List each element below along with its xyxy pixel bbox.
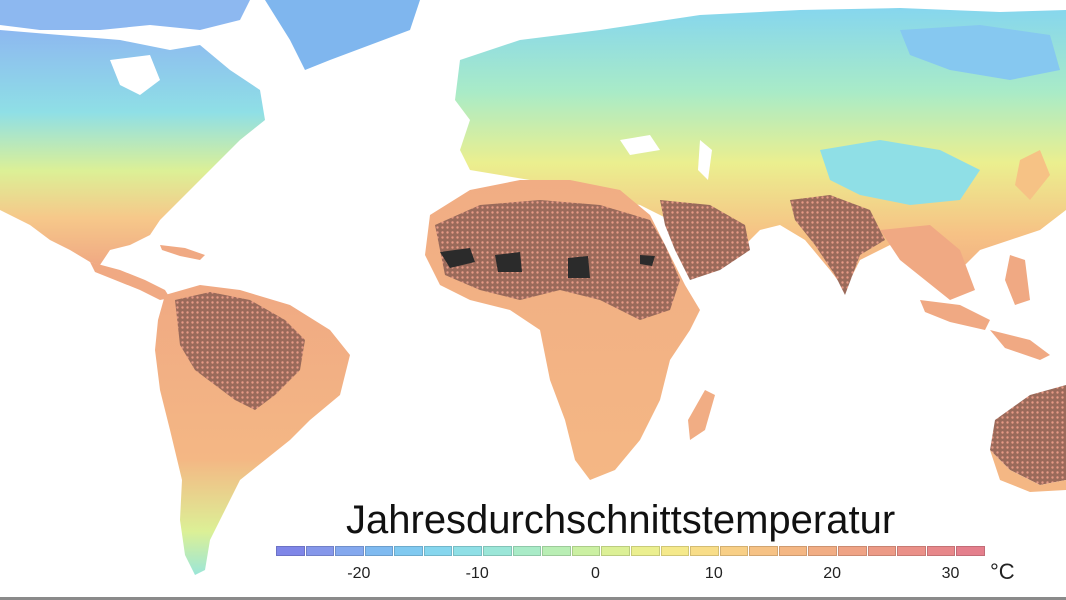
arctic-islands [0, 0, 250, 30]
philippines [1005, 255, 1030, 305]
caribbean [160, 245, 205, 260]
legend-swatch [660, 546, 690, 556]
caspian [698, 140, 712, 180]
legend-swatch [630, 546, 660, 556]
legend-tick-label: 10 [704, 565, 723, 582]
australia [990, 385, 1066, 485]
legend-tick-label: 30 [941, 565, 960, 582]
bottom-border [0, 597, 1066, 600]
legend-swatch [778, 546, 808, 556]
legend-tick-label: 0 [591, 565, 600, 582]
extreme-3 [568, 256, 590, 278]
eurasia [455, 8, 1066, 290]
black-sea [620, 135, 660, 155]
legend-swatch [423, 546, 453, 556]
arabia-hot [660, 200, 750, 280]
legend-swatch [394, 546, 423, 556]
unit-label: °C [990, 559, 1015, 584]
madagascar [688, 390, 715, 440]
legend-tick-label: -20 [347, 565, 371, 582]
legend-swatch [749, 546, 778, 556]
siberia-cold2 [900, 25, 1060, 80]
legend-swatch [542, 546, 571, 556]
hudson-bay [110, 55, 160, 95]
legend-swatch [926, 546, 956, 556]
legend-swatch [808, 546, 837, 556]
north-america [0, 30, 265, 265]
legend-swatch [571, 546, 601, 556]
siberia-cold [820, 140, 980, 205]
indonesia-2 [990, 330, 1050, 360]
sahara-hot [435, 200, 680, 320]
map-title: Jahresdurchschnittstemperatur [346, 498, 896, 542]
legend-swatch [305, 546, 335, 556]
japan [1015, 150, 1050, 200]
legend-swatch [897, 546, 926, 556]
legend-swatch [335, 546, 364, 556]
legend-swatch [364, 546, 394, 556]
india-hot [790, 195, 885, 295]
se-asia [880, 225, 975, 300]
legend-swatch [690, 546, 719, 556]
amazon-hot [175, 292, 305, 410]
australia-edge [990, 450, 1066, 492]
legend-swatch [483, 546, 512, 556]
extreme-1 [440, 248, 475, 268]
indonesia-1 [920, 300, 990, 330]
legend-swatch [867, 546, 897, 556]
extreme-4 [640, 255, 655, 266]
legend-swatch [512, 546, 542, 556]
legend-tick-label: 20 [823, 565, 842, 582]
legend-swatch [601, 546, 630, 556]
legend-tick-label: -10 [465, 565, 489, 582]
legend-swatch [453, 546, 483, 556]
central-america [90, 262, 170, 300]
greenland [265, 0, 420, 70]
legend-swatch [719, 546, 749, 556]
extreme-2 [495, 252, 522, 272]
color-legend [276, 546, 986, 560]
legend-swatch [956, 546, 985, 556]
legend-swatch [837, 546, 867, 556]
legend-swatch [276, 546, 305, 556]
